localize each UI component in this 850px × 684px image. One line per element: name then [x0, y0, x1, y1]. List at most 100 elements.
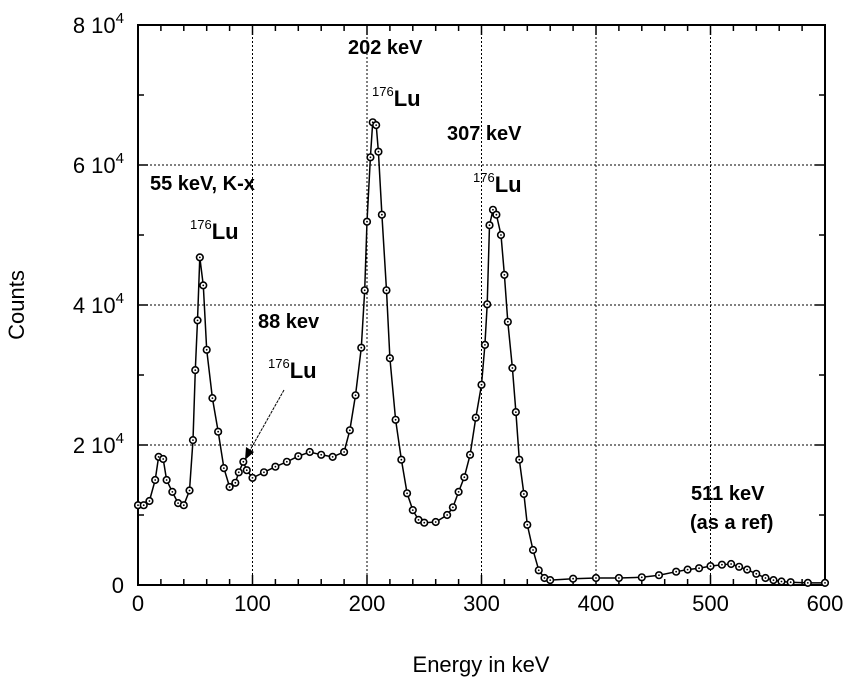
x-tick-label: 200 — [349, 591, 386, 616]
y-axis-label: Counts — [4, 270, 29, 340]
data-point — [477, 380, 486, 389]
data-point — [377, 210, 386, 219]
data-point — [523, 520, 532, 529]
data-point — [500, 270, 509, 280]
annotation-511-note: (as a ref) — [690, 512, 773, 534]
data-point — [465, 450, 475, 459]
data-point — [159, 454, 168, 464]
data-point — [515, 455, 524, 464]
x-tick-label: 0 — [132, 591, 144, 616]
data-point — [259, 468, 269, 477]
data-point — [420, 518, 429, 527]
y-tick-label: 6 104 — [73, 150, 124, 178]
data-point — [492, 210, 501, 219]
data-point — [727, 559, 736, 569]
data-point — [231, 478, 240, 487]
data-point — [391, 415, 400, 424]
data-point — [591, 573, 601, 583]
data-point — [199, 281, 208, 290]
data-point — [271, 462, 280, 471]
data-point — [528, 545, 538, 555]
data-point — [431, 517, 440, 527]
data-point — [546, 575, 555, 585]
y-tick-label: 0 — [112, 573, 124, 598]
data-point — [408, 506, 417, 515]
data-point — [480, 340, 490, 350]
data-point — [777, 577, 786, 586]
data-point — [179, 501, 188, 510]
data-point — [483, 300, 492, 309]
x-tick-label: 600 — [807, 591, 844, 616]
annotation-202-kev: 202 keV — [348, 37, 423, 59]
data-point — [374, 147, 383, 156]
data-point — [803, 578, 812, 588]
data-point — [683, 565, 692, 574]
data-point — [345, 426, 354, 435]
y-tick-label: 4 104 — [73, 290, 124, 318]
data-point — [139, 501, 148, 510]
data-point — [208, 394, 217, 403]
arrow-88-kev — [245, 389, 285, 460]
data-point — [519, 489, 528, 499]
annotation-88-kev: 88 kev — [258, 311, 320, 333]
data-point — [402, 489, 412, 498]
data-point — [305, 447, 314, 457]
data-point — [769, 575, 778, 585]
data-point — [214, 427, 223, 436]
x-tick-label: 500 — [692, 591, 729, 616]
data-point — [185, 486, 194, 495]
data-point — [743, 565, 752, 574]
data-point — [219, 464, 228, 473]
data-point — [317, 450, 326, 459]
data-point — [357, 343, 366, 352]
data-point — [397, 455, 406, 464]
data-point — [443, 510, 452, 520]
plot-frame — [137, 24, 826, 586]
data-point — [248, 473, 257, 483]
data-point — [188, 436, 198, 445]
data-point — [485, 221, 494, 230]
annotation-307-isotope: 176Lu — [473, 170, 522, 197]
spectrum-markers — [133, 118, 830, 588]
annotation-307-kev: 307 keV — [447, 123, 522, 145]
annotation-511-kev: 511 keV — [691, 483, 765, 505]
data-point — [511, 408, 520, 417]
data-point — [752, 569, 761, 578]
data-point — [614, 573, 624, 583]
y-tick-label: 8 104 — [73, 10, 124, 38]
data-point — [362, 217, 372, 226]
data-point — [786, 578, 795, 587]
data-point — [735, 562, 744, 571]
data-point — [282, 457, 291, 466]
data-point — [654, 571, 664, 580]
data-point — [195, 253, 204, 262]
data-point — [471, 413, 480, 422]
data-point — [385, 354, 395, 363]
data-point — [503, 317, 512, 326]
data-point — [508, 363, 517, 373]
data-point — [460, 473, 469, 482]
data-point — [239, 457, 248, 466]
data-point — [151, 475, 160, 485]
data-point — [162, 475, 171, 485]
y-tick-label: 2 104 — [73, 430, 124, 458]
data-point — [372, 120, 381, 130]
annotation-202-isotope: 176Lu — [372, 84, 421, 111]
data-point — [568, 574, 578, 583]
data-point — [496, 230, 506, 240]
data-point — [168, 487, 177, 497]
data-point — [351, 391, 360, 400]
data-point — [448, 503, 457, 512]
data-point — [145, 496, 154, 506]
x-tick-label: 300 — [463, 591, 500, 616]
data-point — [360, 286, 369, 295]
data-point — [202, 345, 211, 354]
data-point — [761, 573, 770, 583]
annotation-88-isotope: 176Lu — [268, 356, 317, 383]
data-point — [193, 316, 202, 325]
data-point — [694, 564, 704, 573]
data-point — [294, 452, 303, 461]
x-tick-label: 100 — [234, 591, 271, 616]
data-point — [672, 567, 681, 576]
data-point — [242, 466, 251, 475]
